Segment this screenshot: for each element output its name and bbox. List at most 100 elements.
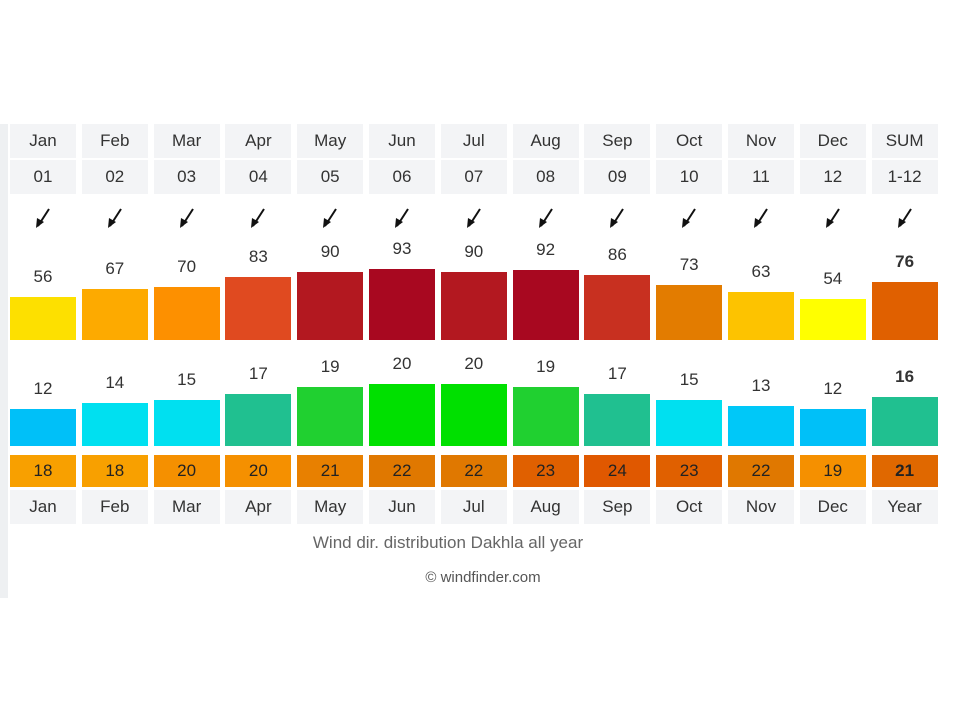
windspeed-probability-bar — [799, 298, 866, 340]
wind-direction-arrow-icon — [323, 208, 338, 228]
month-number-cell: 11 — [728, 160, 794, 194]
air-temperature-cell: 23 — [656, 455, 723, 487]
air-temperature-cell: 19 — [799, 455, 866, 487]
month-footer-cell: Jun — [369, 490, 435, 524]
air-temperature-cell: 21 — [297, 455, 364, 487]
average-windspeed-value-label: 15 — [679, 369, 699, 389]
windspeed-probability-value-label: 86 — [607, 244, 627, 264]
windspeed-probability-bar — [153, 286, 220, 340]
windspeed-probability-value-label: 76 — [895, 252, 915, 272]
windspeed-probability-value-label: 67 — [105, 259, 125, 279]
wind-direction-arrow-icon — [369, 206, 435, 232]
air-temperature-cell: 22 — [728, 455, 794, 487]
month-number-cell: 06 — [369, 160, 435, 194]
average-windspeed-bar — [369, 384, 435, 446]
wind-direction-arrow-icon — [466, 208, 481, 228]
average-windspeed-value-label: 12 — [823, 379, 843, 399]
month-footer-cell: Jan — [10, 490, 76, 524]
wind-direction-arrow-icon — [682, 208, 697, 228]
month-number-cell: 04 — [225, 160, 292, 194]
average-windspeed-bar — [656, 399, 723, 446]
wind-direction-arrow-icon — [825, 208, 840, 228]
wind-direction-arrow-icon — [395, 208, 409, 228]
average-windspeed-value-label: 17 — [248, 363, 268, 383]
month-number-cell: 03 — [153, 160, 220, 194]
average-windspeed-value-label: 16 — [895, 366, 915, 386]
windspeed-probability-value-label: 54 — [823, 268, 843, 288]
wind-direction-arrow-icon — [179, 208, 194, 228]
month-footer-cell: Jul — [440, 490, 507, 524]
average-windspeed-bar — [10, 409, 76, 446]
wind-direction-arrow-icon — [82, 206, 148, 232]
month-number-cell: 02 — [81, 160, 148, 194]
windspeed-probability-bar — [440, 271, 507, 340]
month-footer-cell: Year — [871, 490, 938, 524]
average-windspeed-bar — [297, 387, 364, 446]
month-header-cell: Oct — [656, 124, 723, 158]
average-windspeed-bar — [584, 393, 651, 446]
average-windspeed-value-label: 13 — [751, 375, 771, 395]
air-temperature-cell: 23 — [512, 455, 579, 487]
month-header-cell: May — [297, 124, 364, 158]
wind-direction-arrow-icon — [800, 206, 866, 232]
month-header-cell: Apr — [225, 124, 292, 158]
month-number-cell: 05 — [297, 160, 364, 194]
month-number-cell: 08 — [512, 160, 579, 194]
air-temperature-cell: 18 — [10, 455, 76, 487]
average-windspeed-bar — [512, 387, 579, 446]
windspeed-probability-bar — [728, 292, 794, 340]
wind-direction-arrow-icon — [538, 208, 553, 228]
month-footer-cell: Sep — [584, 490, 651, 524]
windspeed-probability-value-label: 73 — [679, 254, 699, 274]
average-windspeed-value-label: 14 — [105, 372, 125, 392]
windspeed-probability-bar — [584, 274, 651, 340]
wind-direction-arrow-icon — [107, 208, 122, 228]
windspeed-probability-value-label: 93 — [392, 239, 412, 259]
month-number-cell: 07 — [440, 160, 507, 194]
air-temperature-cell: 20 — [153, 455, 220, 487]
average-windspeed-value-label: 15 — [177, 369, 197, 389]
air-temperature-cell: 22 — [369, 455, 435, 487]
average-windspeed-value-label: 17 — [607, 363, 627, 383]
windspeed-probability-bar — [369, 269, 435, 340]
wind-direction-arrow-icon — [728, 206, 794, 232]
windspeed-probability-value-label: 90 — [464, 241, 484, 261]
average-windspeed-bar — [871, 396, 938, 446]
month-footer-cell: Aug — [512, 490, 579, 524]
average-windspeed-value-label: 19 — [536, 357, 556, 377]
average-windspeed-value-label: 20 — [464, 354, 484, 374]
air-temperature-cell: 24 — [584, 455, 651, 487]
windspeed-probability-value-label: 90 — [320, 241, 340, 261]
month-footer-cell: Oct — [656, 490, 723, 524]
windspeed-probability-bar — [871, 282, 938, 340]
month-header-cell: Sep — [584, 124, 651, 158]
month-footer-cell: Apr — [225, 490, 292, 524]
wind-direction-arrow-icon — [10, 206, 76, 232]
air-temperature-cell: 21 — [871, 455, 938, 487]
windspeed-probability-value-label: 63 — [751, 262, 771, 282]
month-header-cell: Dec — [799, 124, 866, 158]
month-header-cell: Jun — [369, 124, 435, 158]
wind-direction-arrow-icon — [297, 206, 363, 232]
month-number-cell: 12 — [799, 160, 866, 194]
wind-direction-arrow-icon — [584, 206, 650, 232]
caption: Wind dir. distribution Dakhla all year — [312, 533, 584, 552]
wind-direction-arrow-icon — [872, 206, 938, 232]
average-windspeed-value-label: 19 — [320, 357, 340, 377]
month-header-cell: Nov — [728, 124, 794, 158]
wind-direction-arrow-icon — [154, 206, 220, 232]
air-temperature-cell: 20 — [225, 455, 292, 487]
average-windspeed-bar — [728, 405, 794, 446]
average-windspeed-value-label: 20 — [392, 354, 412, 374]
month-footer-cell: Feb — [81, 490, 148, 524]
wind-direction-arrow-icon — [441, 206, 507, 232]
average-windspeed-bar — [81, 402, 148, 446]
windspeed-probability-value-label: 83 — [248, 246, 268, 266]
month-number-cell: 09 — [584, 160, 651, 194]
month-footer-cell: Nov — [728, 490, 794, 524]
wind-direction-arrow-icon — [897, 208, 912, 228]
windspeed-probability-bar — [656, 284, 723, 340]
wind-direction-arrow-icon — [225, 206, 291, 232]
month-number-cell: 1-12 — [871, 160, 938, 194]
